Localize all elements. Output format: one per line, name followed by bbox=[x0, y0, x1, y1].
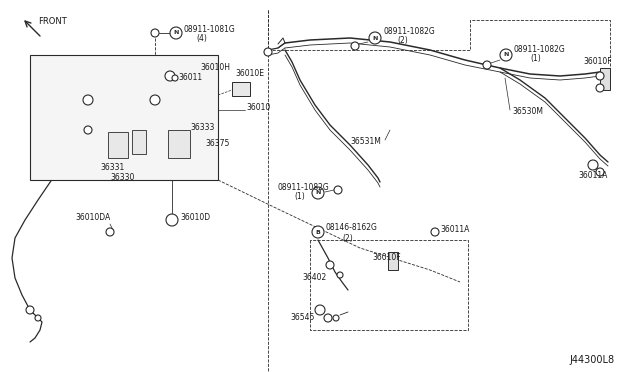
Text: 36011A: 36011A bbox=[440, 225, 469, 234]
Bar bbox=[132, 130, 146, 154]
Text: 36011A: 36011A bbox=[578, 170, 607, 180]
Circle shape bbox=[588, 160, 598, 170]
Text: N: N bbox=[372, 35, 378, 41]
Circle shape bbox=[337, 272, 343, 278]
Circle shape bbox=[351, 42, 359, 50]
Text: N: N bbox=[316, 190, 321, 196]
Circle shape bbox=[151, 29, 159, 37]
Text: 36402: 36402 bbox=[302, 273, 326, 282]
Bar bbox=[30, 55, 218, 180]
Text: FRONT: FRONT bbox=[38, 17, 67, 26]
Circle shape bbox=[326, 261, 334, 269]
Circle shape bbox=[483, 61, 491, 69]
Text: 36333: 36333 bbox=[190, 124, 214, 132]
Text: (2): (2) bbox=[342, 234, 353, 243]
Circle shape bbox=[150, 95, 160, 105]
Circle shape bbox=[333, 315, 339, 321]
Text: 36331: 36331 bbox=[100, 163, 124, 171]
Text: 08146-8162G: 08146-8162G bbox=[326, 224, 378, 232]
Text: (4): (4) bbox=[196, 33, 207, 42]
Text: 36010: 36010 bbox=[246, 103, 270, 112]
Circle shape bbox=[35, 315, 41, 321]
Text: 36011: 36011 bbox=[178, 74, 202, 83]
Text: 08911-1082G: 08911-1082G bbox=[278, 183, 330, 192]
Circle shape bbox=[165, 71, 175, 81]
Circle shape bbox=[312, 226, 324, 238]
Circle shape bbox=[26, 306, 34, 314]
Text: 36010E: 36010E bbox=[235, 70, 264, 78]
Circle shape bbox=[596, 168, 604, 176]
Circle shape bbox=[170, 27, 182, 39]
Text: 36330: 36330 bbox=[110, 173, 134, 182]
Text: 36531M: 36531M bbox=[350, 138, 381, 147]
Text: 08911-1082G: 08911-1082G bbox=[514, 45, 566, 55]
Text: 36530M: 36530M bbox=[512, 108, 543, 116]
Text: 36545: 36545 bbox=[290, 314, 314, 323]
Text: N: N bbox=[503, 52, 509, 58]
Text: 08911-1082G: 08911-1082G bbox=[383, 28, 435, 36]
Circle shape bbox=[84, 126, 92, 134]
Text: 08911-1081G: 08911-1081G bbox=[183, 26, 235, 35]
Circle shape bbox=[596, 72, 604, 80]
Circle shape bbox=[172, 75, 178, 81]
Circle shape bbox=[500, 49, 512, 61]
Text: 36010H: 36010H bbox=[200, 62, 230, 71]
Text: (1): (1) bbox=[294, 192, 305, 201]
Text: 36010F: 36010F bbox=[372, 253, 401, 263]
Circle shape bbox=[315, 305, 325, 315]
Circle shape bbox=[264, 48, 272, 56]
Circle shape bbox=[312, 187, 324, 199]
Circle shape bbox=[431, 228, 439, 236]
Circle shape bbox=[83, 95, 93, 105]
Circle shape bbox=[324, 314, 332, 322]
Bar bbox=[108, 132, 128, 158]
Text: J44300L8: J44300L8 bbox=[570, 355, 615, 365]
Bar bbox=[600, 68, 610, 90]
Text: 36375: 36375 bbox=[205, 140, 229, 148]
Text: 36010F: 36010F bbox=[583, 58, 612, 67]
Bar bbox=[168, 130, 190, 158]
Bar bbox=[232, 82, 250, 96]
Circle shape bbox=[334, 186, 342, 194]
Circle shape bbox=[106, 228, 114, 236]
Text: (2): (2) bbox=[397, 36, 408, 45]
Text: 36010D: 36010D bbox=[180, 214, 210, 222]
Circle shape bbox=[596, 84, 604, 92]
Circle shape bbox=[369, 32, 381, 44]
Text: 36010DA: 36010DA bbox=[75, 214, 110, 222]
Circle shape bbox=[166, 214, 178, 226]
Text: N: N bbox=[173, 31, 179, 35]
Text: (1): (1) bbox=[530, 54, 541, 62]
Bar bbox=[388, 252, 398, 270]
Text: B: B bbox=[316, 230, 321, 234]
